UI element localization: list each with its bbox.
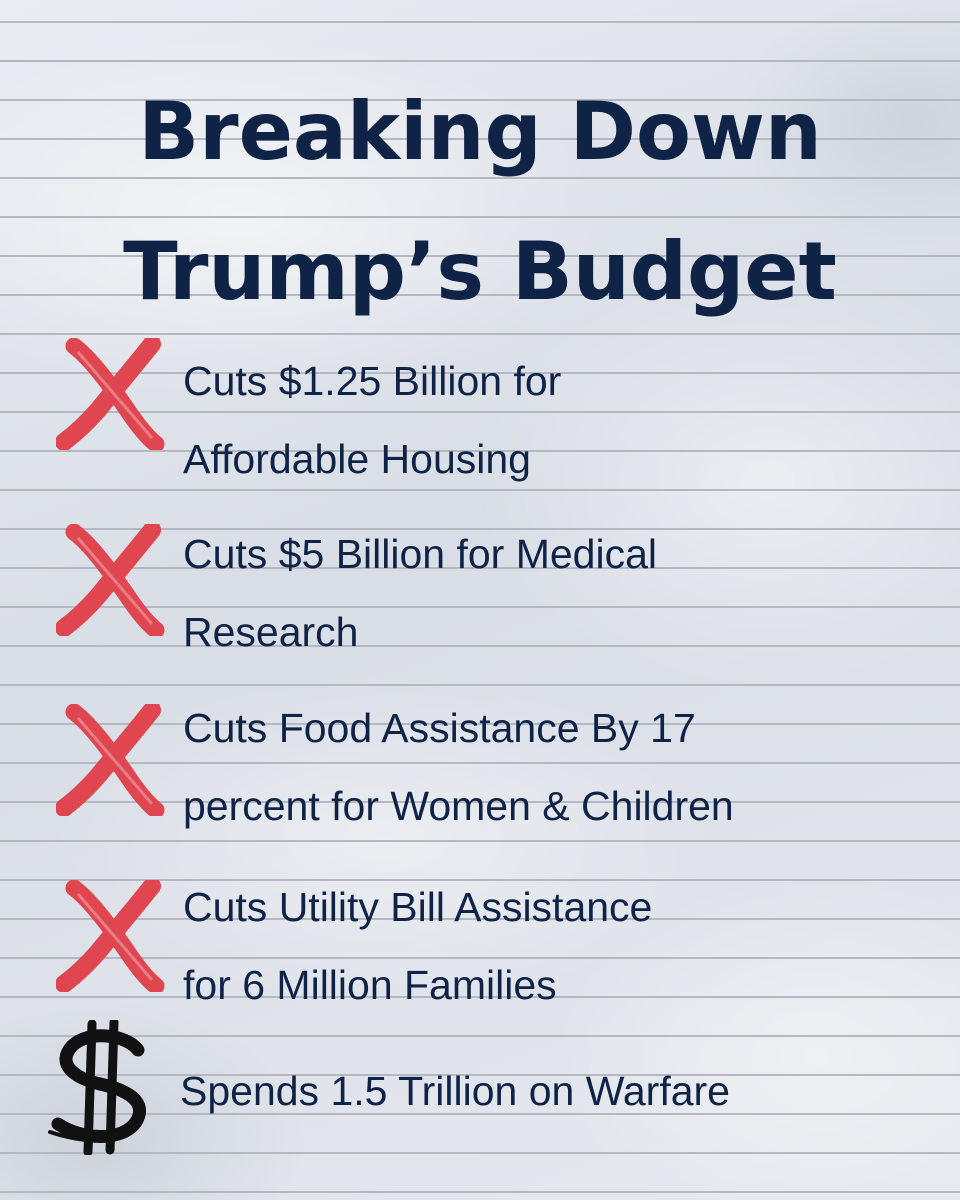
budget-item-text: Spends 1.5 Trillion on Warfare	[180, 1068, 730, 1114]
page-title: Breaking Down Trump’s Budget	[0, 62, 960, 342]
red-x-icon	[56, 880, 165, 992]
red-x-icon	[56, 338, 165, 450]
red-x-icon	[56, 524, 165, 636]
budget-item-text: Cuts $1.25 Billion for Affordable Housin…	[183, 358, 562, 482]
title-line-1: Breaking Down	[138, 85, 822, 178]
budget-item-text: Cuts Food Assistance By 17 percent for W…	[183, 705, 734, 829]
red-x-icon	[56, 704, 165, 816]
dollar-sign-icon	[48, 1020, 146, 1155]
budget-item-text: Cuts Utility Bill Assistance for 6 Milli…	[183, 884, 653, 1008]
title-line-2: Trump’s Budget	[123, 225, 837, 318]
budget-item-text: Cuts $5 Billion for Medical Research	[183, 531, 657, 655]
